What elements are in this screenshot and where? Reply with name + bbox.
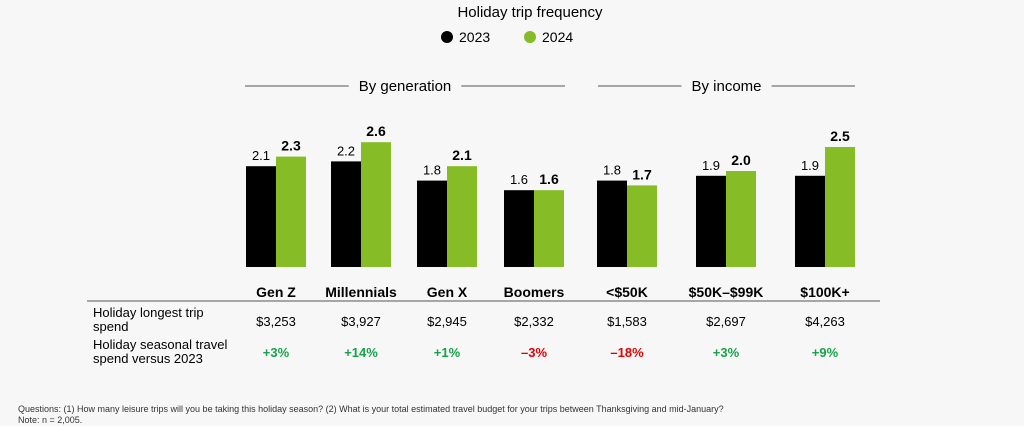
table-cell-1-boomers: $2,332: [514, 314, 554, 329]
bar-2023-millennials: [331, 161, 361, 267]
bar-2024-gen-x: [447, 166, 477, 267]
data-label-2023-gen-x: 1.8: [423, 163, 441, 178]
legend-2024-label: 2024: [542, 29, 573, 45]
bar-2023-50k: [597, 180, 627, 267]
table-cell-1-100k: $4,263: [805, 314, 845, 329]
bar-2023-boomers: [504, 190, 534, 267]
table-cell-2-50k: –18%: [610, 345, 644, 360]
data-label-2024-gen-z: 2.3: [281, 138, 301, 154]
bar-2023-gen-z: [246, 166, 276, 267]
bar-2023-gen-x: [417, 180, 447, 267]
bar-2024-gen-z: [276, 156, 306, 267]
data-label-2024-50k: 1.7: [632, 166, 652, 182]
legend-2023-label: 2023: [459, 29, 490, 45]
table-cell-2-gen-x: +1%: [434, 345, 461, 360]
category-label-boomers: Boomers: [504, 284, 565, 300]
table-cell-2-gen-z: +3%: [263, 345, 290, 360]
data-label-2023-millennials: 2.2: [337, 143, 355, 158]
table-row-label-2-line-2: spend versus 2023: [93, 351, 203, 366]
table-row-label-1-line-2: spend: [93, 319, 128, 334]
table-cell-2-100k: +9%: [812, 345, 839, 360]
data-label-2023-gen-z: 2.1: [252, 148, 270, 163]
category-label-gen-z: Gen Z: [256, 284, 296, 300]
table-cell-1-gen-x: $2,945: [427, 314, 467, 329]
data-label-2024-gen-x: 2.1: [452, 147, 472, 163]
data-label-2023-boomers: 1.6: [510, 172, 528, 187]
bar-2024-50k: [627, 185, 657, 267]
footnote-note: Note: n = 2,005.: [18, 415, 82, 425]
group-header-by-generation: By generation: [359, 78, 452, 95]
data-label-2024-50k-99k: 2.0: [731, 152, 751, 168]
data-label-2023-100k: 1.9: [801, 158, 819, 173]
legend-2024-marker: [524, 31, 536, 43]
bar-2023-50k-99k: [696, 175, 726, 267]
data-label-2023-50k-99k: 1.9: [702, 158, 720, 173]
table-row-label-1-line-1: Holiday longest trip: [93, 305, 204, 320]
category-label-millennials: Millennials: [325, 284, 397, 300]
table-cell-2-boomers: –3%: [521, 345, 547, 360]
group-header-by-income: By income: [691, 78, 761, 95]
footnote-questions: Questions: (1) How many leisure trips wi…: [18, 404, 724, 414]
data-label-2024-millennials: 2.6: [366, 123, 386, 139]
data-label-2024-boomers: 1.6: [539, 171, 559, 187]
table-cell-2-50k-99k: +3%: [713, 345, 740, 360]
table-cell-1-50k-99k: $2,697: [706, 314, 746, 329]
table-row-label-2-line-1: Holiday seasonal travel: [93, 337, 228, 352]
bar-2023-100k: [795, 175, 825, 267]
category-label-50k: <$50K: [606, 284, 648, 300]
legend: 2023 2024: [441, 29, 573, 45]
bar-2024-50k-99k: [726, 171, 756, 267]
category-label-100k: $100K+: [800, 284, 849, 300]
bar-2024-boomers: [534, 190, 564, 267]
category-label-gen-x: Gen X: [427, 284, 468, 300]
table-cell-1-millennials: $3,927: [341, 314, 381, 329]
data-label-2023-50k: 1.8: [603, 163, 621, 178]
table-cell-1-50k: $1,583: [607, 314, 647, 329]
data-label-2024-100k: 2.5: [830, 128, 850, 144]
bar-2024-millennials: [361, 142, 391, 267]
bar-2024-100k: [825, 147, 855, 267]
table-cell-1-gen-z: $3,253: [256, 314, 296, 329]
chart-title: Holiday trip frequency: [457, 4, 603, 21]
category-label-50k-99k: $50K–$99K: [689, 284, 764, 300]
table-cell-2-millennials: +14%: [344, 345, 378, 360]
legend-2023-marker: [441, 31, 453, 43]
